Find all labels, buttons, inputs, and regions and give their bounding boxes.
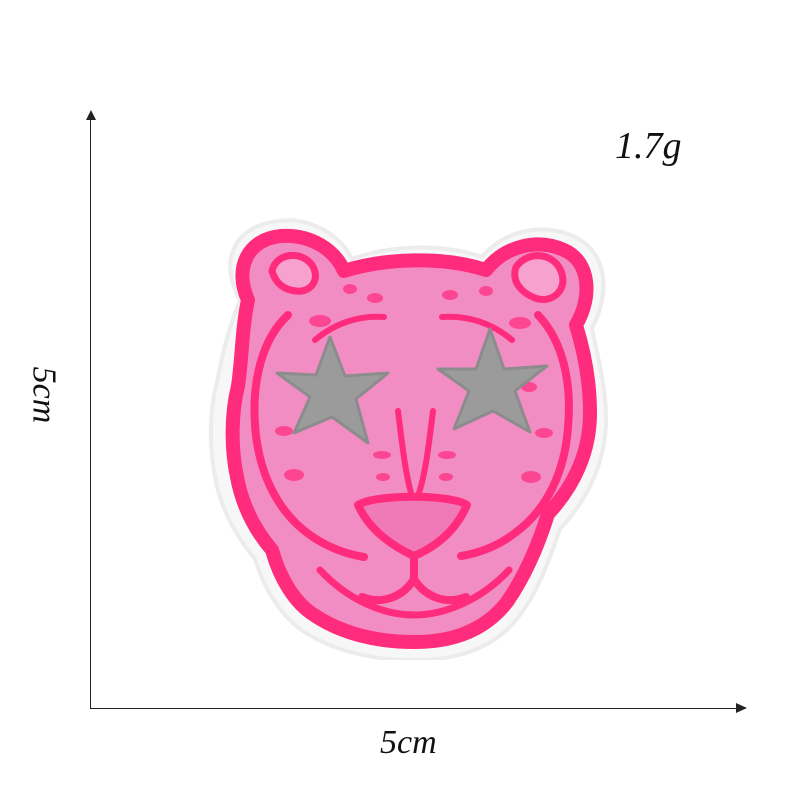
height-label: 5cm	[25, 366, 63, 424]
face-left-contour	[250, 311, 368, 561]
left-star-eye-icon	[275, 335, 390, 445]
chin-outline	[316, 566, 513, 619]
leopard-patch-illustration	[208, 218, 609, 660]
nose-bridge-line-right	[416, 408, 436, 496]
right-ear-detail	[511, 252, 567, 303]
face-right-contour	[457, 311, 573, 560]
forehead-right-line	[439, 313, 515, 343]
weight-label: 1.7g	[615, 125, 682, 167]
width-axis-line	[90, 708, 738, 709]
width-axis-arrow-icon	[736, 703, 747, 713]
nose-shape	[354, 492, 471, 560]
mouth-line	[358, 553, 470, 605]
height-axis-arrow-icon	[86, 110, 96, 120]
right-star-eye-icon	[436, 327, 549, 434]
height-axis-line	[90, 118, 91, 708]
width-label: 5cm	[380, 724, 437, 761]
forehead-left-line	[312, 313, 387, 343]
leopard-patch-image	[200, 205, 630, 660]
nose-bridge-line	[395, 408, 414, 496]
leopard-spots	[275, 284, 553, 483]
left-ear-detail	[268, 252, 319, 295]
